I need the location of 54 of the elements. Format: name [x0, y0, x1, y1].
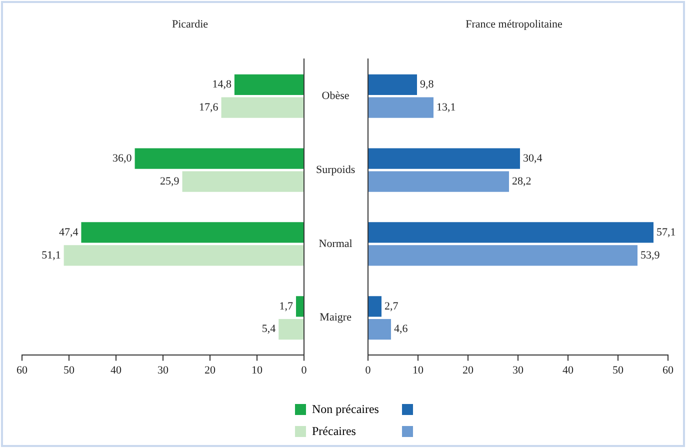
- x-tick-label: 10: [252, 364, 263, 376]
- data-label: 36,0: [112, 152, 132, 164]
- x-tick-label: 30: [158, 364, 169, 376]
- data-label: 17,6: [199, 101, 219, 114]
- bar: [134, 148, 304, 169]
- data-label: 13,1: [436, 101, 456, 114]
- bar: [182, 171, 304, 192]
- data-label: 2,7: [384, 300, 399, 312]
- data-label: 25,9: [160, 175, 180, 188]
- data-label: 14,8: [212, 78, 232, 91]
- x-tick-label: 50: [612, 364, 624, 376]
- bar: [234, 74, 304, 96]
- chart-title: Picardie: [172, 18, 208, 30]
- y-tick-label: Obèse: [322, 90, 350, 102]
- y-tick-label: Normal: [318, 238, 352, 250]
- x-tick-label: 0: [365, 364, 372, 376]
- bar: [368, 148, 520, 169]
- data-label: 47,4: [58, 226, 79, 238]
- bar: [296, 296, 304, 317]
- x-tick-label: 10: [412, 364, 424, 376]
- data-label: 30,4: [523, 152, 543, 164]
- x-tick-label: 30: [512, 364, 524, 376]
- x-tick-label: 40: [562, 364, 574, 376]
- bar: [368, 171, 509, 192]
- data-label: 53,9: [640, 249, 660, 262]
- data-label: 28,2: [512, 175, 532, 188]
- data-label: 57,1: [656, 226, 676, 238]
- bar: [278, 318, 304, 340]
- bar: [221, 97, 304, 118]
- x-tick-label: 60: [662, 364, 674, 376]
- x-tick-label: 40: [110, 364, 122, 376]
- data-label: 9,8: [420, 78, 434, 91]
- bar: [368, 222, 654, 243]
- x-tick-label: 60: [16, 364, 28, 376]
- data-label: 5,4: [262, 323, 276, 336]
- chart-title: France métropolitaine: [466, 18, 563, 30]
- x-tick-label: 0: [301, 364, 308, 376]
- bar: [368, 296, 382, 317]
- bar: [368, 245, 638, 266]
- y-tick-label: Maigre: [320, 312, 352, 324]
- bar: [368, 97, 434, 118]
- x-tick-label: 20: [462, 364, 474, 376]
- y-tick-label: Surpoids: [316, 164, 356, 176]
- bar: [368, 74, 417, 96]
- bar: [368, 318, 391, 340]
- bar: [81, 222, 304, 243]
- x-tick-label: 20: [204, 364, 216, 376]
- bar: [64, 245, 304, 266]
- legend-label: Précaires: [311, 424, 357, 438]
- data-label: 51,1: [42, 249, 61, 262]
- data-label: 4,6: [394, 323, 408, 336]
- legend-label: Non précaires: [311, 402, 380, 416]
- x-tick-label: 50: [64, 364, 75, 376]
- data-label: 1,7: [279, 300, 294, 312]
